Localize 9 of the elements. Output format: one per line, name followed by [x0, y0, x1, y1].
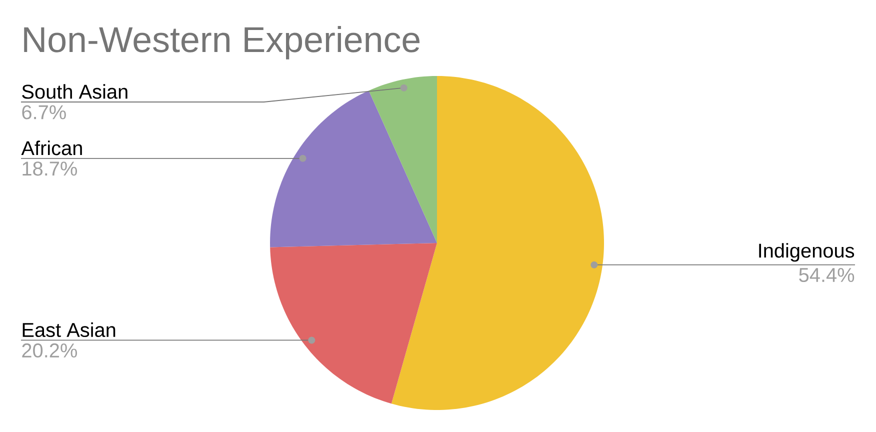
data-label: 54.4%: [799, 268, 854, 282]
data-label: 6.7%: [22, 105, 66, 120]
slice-label: East Asian: [22, 322, 116, 338]
slice-label: African: [21, 140, 82, 156]
data-label: 18.7%: [22, 162, 77, 176]
slice-label: Indigenous: [759, 243, 854, 262]
slice-label: South Asian: [22, 84, 128, 99]
chart-title: Non-Western Experience: [24, 26, 420, 60]
data-label: 20.2%: [22, 343, 77, 358]
